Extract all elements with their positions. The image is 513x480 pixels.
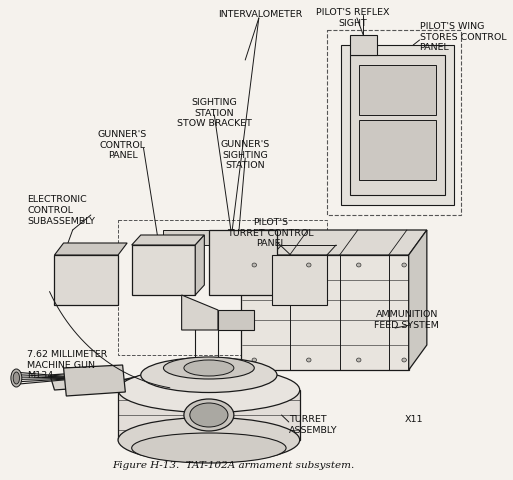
Ellipse shape	[252, 358, 256, 362]
Polygon shape	[209, 230, 277, 295]
Polygon shape	[241, 230, 427, 255]
Polygon shape	[409, 230, 427, 370]
Ellipse shape	[184, 360, 234, 376]
Text: PILOT'S REFLEX
SIGHT: PILOT'S REFLEX SIGHT	[315, 8, 389, 28]
Ellipse shape	[11, 369, 22, 387]
Ellipse shape	[164, 357, 254, 379]
Ellipse shape	[402, 358, 406, 362]
Polygon shape	[218, 310, 254, 330]
Bar	[118, 220, 327, 355]
Text: PILOT'S WING
STORES CONTROL
PANEL: PILOT'S WING STORES CONTROL PANEL	[420, 22, 506, 52]
Text: GUNNER'S
SIGHTING
STATION: GUNNER'S SIGHTING STATION	[221, 140, 270, 170]
Polygon shape	[241, 255, 409, 370]
Polygon shape	[118, 390, 300, 440]
Text: INTERVALOMETER: INTERVALOMETER	[219, 10, 303, 19]
Polygon shape	[350, 35, 377, 55]
Text: GUNNER'S
CONTROL
PANEL: GUNNER'S CONTROL PANEL	[98, 130, 147, 160]
Text: X11: X11	[405, 415, 423, 424]
Bar	[272, 255, 327, 305]
Text: PILOT'S
TURRET CONTROL
PANEL: PILOT'S TURRET CONTROL PANEL	[227, 218, 314, 249]
Text: 7.62 MILLIMETER
MACHINE GUN
M134: 7.62 MILLIMETER MACHINE GUN M134	[27, 350, 108, 381]
Ellipse shape	[118, 368, 300, 412]
Ellipse shape	[357, 263, 361, 267]
Polygon shape	[132, 235, 204, 245]
Ellipse shape	[402, 263, 406, 267]
Polygon shape	[54, 243, 127, 255]
Text: Figure H-13.  TAT-102A armament subsystem.: Figure H-13. TAT-102A armament subsystem…	[112, 461, 354, 470]
Polygon shape	[54, 255, 118, 305]
Polygon shape	[164, 230, 241, 245]
Text: SIGHTING
STATION
STOW BRACKET: SIGHTING STATION STOW BRACKET	[177, 98, 252, 129]
Bar	[350, 55, 445, 195]
Text: TURRET
ASSEMBLY: TURRET ASSEMBLY	[289, 415, 338, 435]
Text: AMMUNITION
FEED SYSTEM: AMMUNITION FEED SYSTEM	[374, 310, 439, 330]
Polygon shape	[341, 45, 454, 205]
Polygon shape	[64, 365, 125, 396]
Bar	[359, 120, 436, 180]
Ellipse shape	[13, 372, 19, 384]
Bar	[327, 30, 461, 215]
Ellipse shape	[118, 418, 300, 463]
Ellipse shape	[190, 403, 228, 427]
Polygon shape	[182, 295, 218, 330]
Ellipse shape	[306, 263, 311, 267]
Ellipse shape	[132, 433, 286, 463]
Ellipse shape	[306, 358, 311, 362]
Polygon shape	[195, 235, 204, 295]
Ellipse shape	[184, 399, 234, 431]
Bar	[359, 65, 436, 115]
Ellipse shape	[357, 358, 361, 362]
Polygon shape	[132, 245, 195, 295]
Ellipse shape	[252, 263, 256, 267]
Polygon shape	[50, 370, 123, 390]
Ellipse shape	[141, 358, 277, 393]
Text: ELECTRONIC
CONTROL
SUBASSEMBLY: ELECTRONIC CONTROL SUBASSEMBLY	[27, 195, 95, 226]
